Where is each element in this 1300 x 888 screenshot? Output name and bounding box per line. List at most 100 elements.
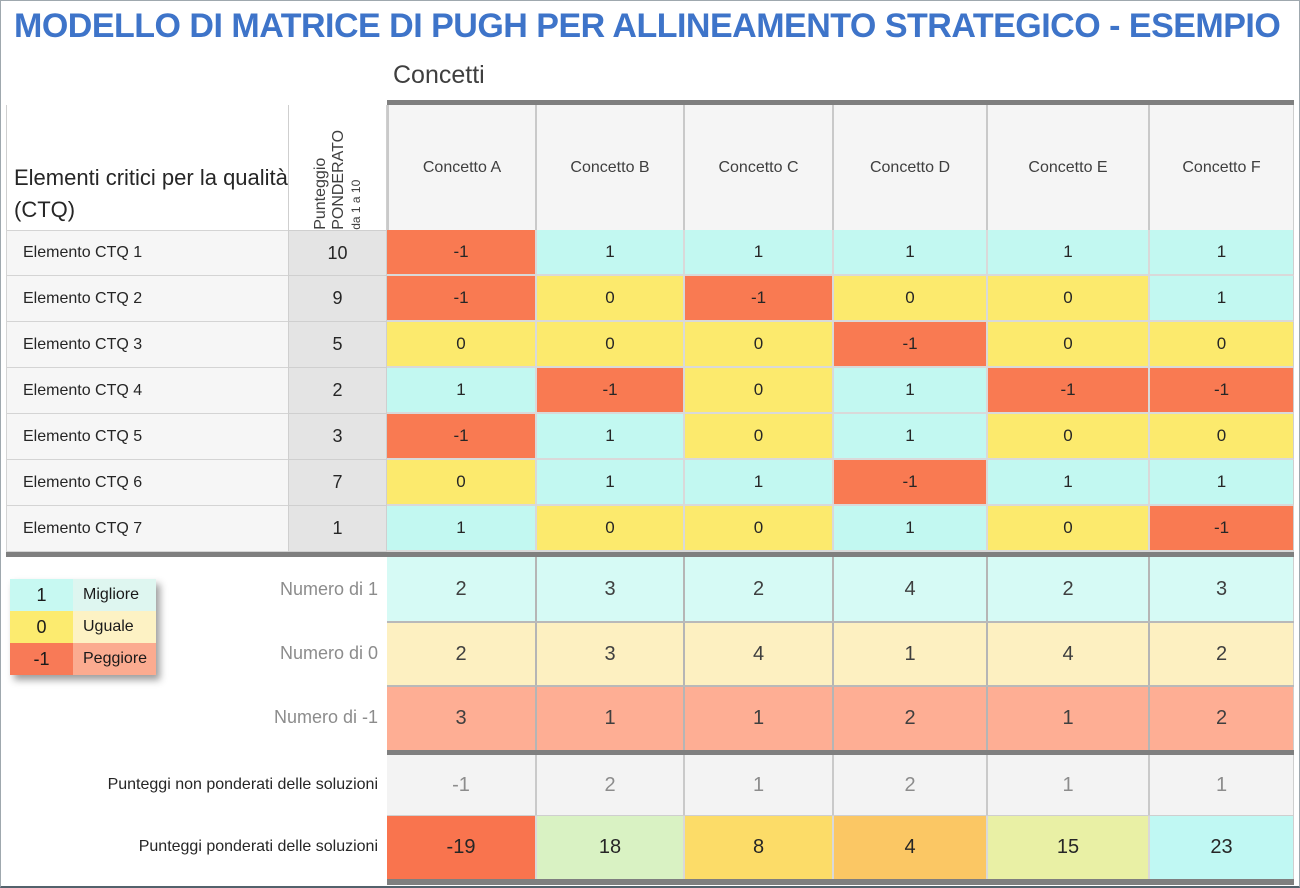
page-title: MODELLO DI MATRICE DI PUGH PER ALLINEAME…: [14, 7, 1281, 45]
matrix-cell[interactable]: 1: [988, 230, 1150, 276]
unweighted-score-row: Punteggi non ponderati delle soluzioni -1…: [6, 755, 1294, 815]
matrix-cell[interactable]: 0: [537, 276, 685, 322]
weighted-score-cell: 18: [537, 816, 685, 879]
summary-count-cell: 2: [387, 557, 537, 621]
matrix-cell[interactable]: 0: [387, 460, 537, 506]
ctq-row-label[interactable]: Elemento CTQ 6: [6, 460, 288, 506]
matrix-cell[interactable]: 0: [387, 322, 537, 368]
matrix-cell[interactable]: 0: [685, 506, 834, 552]
ctq-row-label[interactable]: Elemento CTQ 3: [6, 322, 288, 368]
matrix-cell[interactable]: 1: [834, 506, 988, 552]
weighted-score-row: Punteggi ponderati delle soluzioni -19 18 8…: [6, 815, 1294, 879]
matrix-cell[interactable]: 1: [537, 460, 685, 506]
summary-count-cell: 1: [537, 687, 685, 750]
unweighted-score-cell: 2: [537, 755, 685, 815]
column-header[interactable]: Concetto E: [988, 105, 1150, 230]
weighted-score-cell: 4: [834, 816, 988, 879]
matrix-row: Elemento CTQ 4 2 1 -1 0 1 -1 -1: [6, 368, 1294, 414]
matrix-cell[interactable]: 1: [685, 230, 834, 276]
matrix-cell[interactable]: -1: [834, 322, 988, 368]
summary-count-cell: 4: [988, 623, 1150, 685]
ctq-row-label[interactable]: Elemento CTQ 5: [6, 414, 288, 460]
matrix-cell[interactable]: -1: [387, 276, 537, 322]
matrix-cell[interactable]: 0: [685, 368, 834, 414]
matrix-cell[interactable]: 1: [685, 460, 834, 506]
matrix-row: Elemento CTQ 3 5 0 0 0 -1 0 0: [6, 322, 1294, 368]
summary-count-cell: 2: [387, 623, 537, 685]
matrix-cell[interactable]: 0: [685, 414, 834, 460]
matrix-cell[interactable]: 1: [988, 460, 1150, 506]
column-header[interactable]: Concetto C: [685, 105, 834, 230]
weighted-score-cell: 23: [1150, 816, 1294, 879]
matrix-cell[interactable]: -1: [387, 230, 537, 276]
ctq-row-label[interactable]: Elemento CTQ 7: [6, 506, 288, 552]
matrix-cell[interactable]: -1: [537, 368, 685, 414]
matrix-cell[interactable]: -1: [387, 414, 537, 460]
matrix-cell[interactable]: 1: [387, 506, 537, 552]
summary-count-cell: 4: [834, 557, 988, 621]
score-legend: 1 Migliore 0 Uguale -1 Peggiore: [10, 579, 156, 675]
matrix-cell[interactable]: 1: [834, 368, 988, 414]
legend-row-worse: -1 Peggiore: [10, 643, 156, 675]
weight-cell[interactable]: 10: [288, 230, 387, 276]
matrix-cell[interactable]: 0: [537, 322, 685, 368]
matrix-cell[interactable]: 0: [988, 414, 1150, 460]
summary-row-label: Numero di 0: [279, 642, 378, 663]
summary-count-cell: 2: [834, 687, 988, 750]
weight-cell[interactable]: 5: [288, 322, 387, 368]
matrix-cell[interactable]: 0: [685, 322, 834, 368]
matrix-cell[interactable]: 1: [1150, 230, 1294, 276]
legend-value-equal: 0: [10, 611, 73, 643]
summary-count-cell: 3: [387, 687, 537, 750]
weighted-score-cell: -19: [387, 816, 537, 879]
weight-cell[interactable]: 3: [288, 414, 387, 460]
weight-cell[interactable]: 2: [288, 368, 387, 414]
matrix-cell[interactable]: -1: [1150, 506, 1294, 552]
matrix-cell[interactable]: 0: [1150, 414, 1294, 460]
column-header[interactable]: Concetto F: [1150, 105, 1294, 230]
ctq-row-label[interactable]: Elemento CTQ 1: [6, 230, 288, 276]
matrix-cell[interactable]: 1: [537, 414, 685, 460]
matrix-cell[interactable]: 0: [988, 506, 1150, 552]
column-header[interactable]: Concetto A: [387, 105, 537, 230]
weight-cell[interactable]: 9: [288, 276, 387, 322]
weighted-score-cell: 15: [988, 816, 1150, 879]
matrix-cell[interactable]: 0: [834, 276, 988, 322]
matrix-cell[interactable]: 1: [387, 368, 537, 414]
column-header[interactable]: Concetto B: [537, 105, 685, 230]
matrix-cell[interactable]: -1: [834, 460, 988, 506]
matrix-cell[interactable]: 1: [834, 414, 988, 460]
matrix-row: Elemento CTQ 6 7 0 1 1 -1 1 1: [6, 460, 1294, 506]
summary-count-cell: 2: [1150, 687, 1294, 750]
ctq-row-label[interactable]: Elemento CTQ 4: [6, 368, 288, 414]
matrix-cell[interactable]: 0: [988, 276, 1150, 322]
matrix-cell[interactable]: -1: [988, 368, 1150, 414]
weight-cell[interactable]: 7: [288, 460, 387, 506]
concepts-group-label: Concetti: [393, 61, 485, 89]
matrix-cell[interactable]: 0: [537, 506, 685, 552]
unweighted-score-cell: 2: [834, 755, 988, 815]
legend-label-worse: Peggiore: [73, 643, 156, 675]
weight-header-line1: Punteggio: [311, 157, 329, 230]
weight-header-scale-note: da 1 a 10: [348, 179, 363, 230]
weight-header-rotated-text: Punteggio PONDERATO da 1 a 10: [311, 105, 364, 230]
unweighted-score-label: Punteggi non ponderati delle soluzioni: [107, 776, 378, 793]
summary-row-label: Numero di 1: [279, 578, 378, 599]
matrix-cell[interactable]: -1: [685, 276, 834, 322]
matrix-cell[interactable]: -1: [1150, 368, 1294, 414]
matrix-cell[interactable]: 1: [1150, 460, 1294, 506]
matrix-cell[interactable]: 1: [1150, 276, 1294, 322]
matrix-cell[interactable]: 1: [537, 230, 685, 276]
weight-cell[interactable]: 1: [288, 506, 387, 552]
matrix-cell[interactable]: 0: [988, 322, 1150, 368]
matrix-cell[interactable]: 0: [1150, 322, 1294, 368]
ctq-row-label[interactable]: Elemento CTQ 2: [6, 276, 288, 322]
matrix-cell[interactable]: 1: [834, 230, 988, 276]
summary-count-cell: 4: [685, 623, 834, 685]
column-header[interactable]: Concetto D: [834, 105, 988, 230]
table-bottom-border: [387, 879, 1294, 885]
